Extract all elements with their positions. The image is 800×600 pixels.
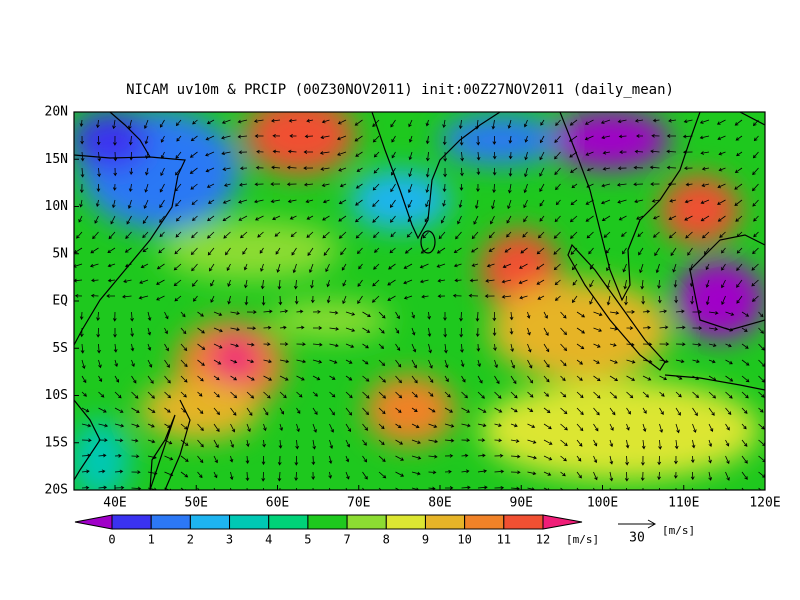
colorbar-box [268, 514, 309, 530]
colorbar-box [150, 514, 191, 530]
lat-label: 10N [45, 199, 68, 214]
colorbar-label: 4 [265, 533, 272, 547]
colorbar-box [503, 514, 544, 530]
colorbar-label: 1 [148, 533, 155, 547]
lat-label: 20N [45, 105, 68, 120]
lat-label: 15S [45, 435, 68, 450]
coastlines [74, 112, 765, 490]
lon-label: 70E [347, 496, 370, 511]
axis-labels: 40E 50E 60E 70E 80E 90E 100E 110E 120E 20N 15N 10N 5… [45, 105, 781, 511]
wind-arrows [74, 118, 765, 490]
colorbar-label: 10 [457, 533, 471, 547]
colorbar-label: 9 [422, 533, 429, 547]
reference-unit: [m/s] [662, 524, 695, 537]
colorbar-end [74, 514, 113, 530]
colorbar-box [385, 514, 426, 530]
lat-label: 10S [45, 388, 68, 403]
lat-label: EQ [52, 294, 68, 309]
colorbar-label: 0 [108, 533, 115, 547]
colorbar-box [424, 514, 466, 530]
colorbar-unit: [m/s] [566, 533, 599, 546]
lon-label: 120E [749, 496, 780, 511]
lat-label: 20S [45, 483, 68, 498]
lon-label: 110E [668, 496, 699, 511]
map-title: NICAM uv10m & PRCIP (00Z30NOV2011) init:… [126, 82, 674, 98]
lon-label: 60E [266, 496, 289, 511]
colorbar-label: 12 [536, 533, 550, 547]
colorbar-box [464, 514, 505, 530]
lat-label: 15N [45, 152, 68, 167]
colorbar-box [189, 514, 231, 530]
colorbar-label: 5 [304, 533, 311, 547]
colorbar-box [229, 514, 270, 530]
colorbar-label: 7 [343, 533, 350, 547]
reference-value: 30 [629, 531, 645, 546]
lon-label: 80E [428, 496, 451, 511]
colorbar-box [307, 514, 348, 530]
colorbar-box [111, 514, 152, 530]
lon-label: 50E [185, 496, 208, 511]
colorbar-label: 2 [187, 533, 194, 547]
colorbar: 0 1 2 3 4 5 7 8 9 10 11 12 [74, 514, 583, 547]
wind-field [74, 112, 765, 490]
colorbar-label: 11 [497, 533, 511, 547]
lon-label: 40E [103, 496, 126, 511]
lon-label: 100E [587, 496, 618, 511]
lat-label: 5N [52, 246, 68, 261]
colorbar-label: 3 [226, 533, 233, 547]
lat-label: 5S [52, 341, 68, 356]
lon-label: 90E [510, 496, 533, 511]
colorbar-label: 8 [383, 533, 390, 547]
colorbar-end [542, 514, 583, 530]
reference-arrowhead [647, 519, 657, 529]
colorbar-box [346, 514, 387, 530]
